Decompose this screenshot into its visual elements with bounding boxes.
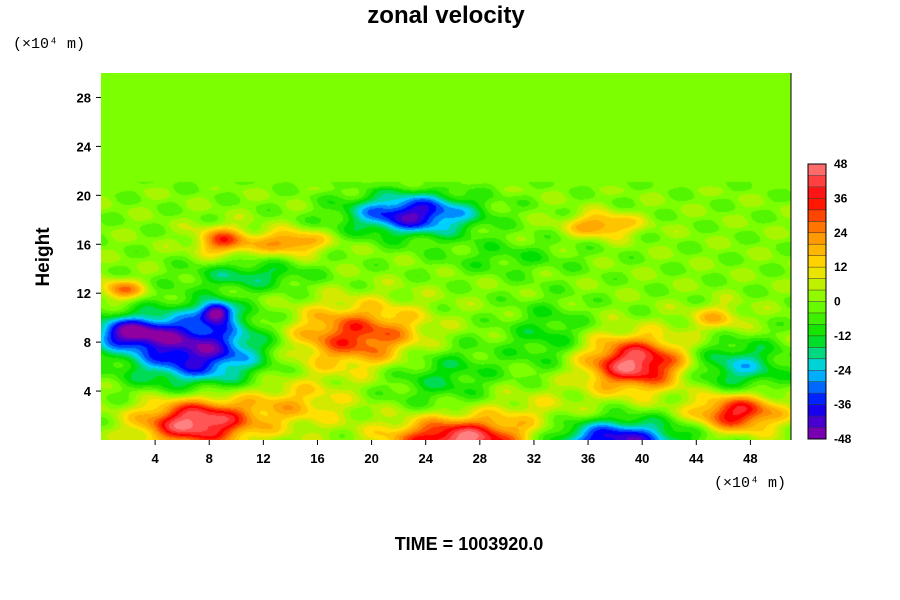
colorbar-tick-label: -36 [834,398,852,412]
colorbar-swatch [808,221,826,234]
colorbar-tick-label: -12 [834,329,852,343]
colorbar-swatch [808,278,826,291]
x-tick-label: 16 [310,451,324,466]
colorbar-swatch [808,244,826,257]
colorbar-swatch [808,427,826,440]
colorbar-swatch [808,347,826,360]
colorbar-swatch [808,164,826,176]
colorbar-tick-label: 48 [834,157,848,171]
colorbar-swatch [808,186,826,199]
colorbar-swatch [808,404,826,417]
y-tick-label: 20 [77,188,91,203]
x-tick-label: 28 [473,451,487,466]
colorbar-swatch [808,370,826,383]
y-axis-ticks: 4 8 12 16 20 24 28 [77,90,101,399]
x-tick-label: 32 [527,451,541,466]
x-tick-label: 12 [256,451,270,466]
x-axis-ticks: 4 8 12 16 20 24 28 32 36 40 44 48 [152,440,758,466]
colorbar-swatch [808,232,826,245]
y-tick-label: 16 [77,237,91,252]
y-axis-unit: (×10⁴ m) [13,36,85,53]
colorbar-swatch [808,255,826,268]
colorbar-swatch [808,335,826,348]
colorbar-swatch [808,358,826,371]
colorbar-swatch [808,381,826,394]
x-tick-label: 8 [206,451,213,466]
colorbar-swatch [808,209,826,222]
colorbar-swatch [808,393,826,406]
x-axis-unit: (×10⁴ m) [714,475,786,492]
chart-title: zonal velocity [367,2,525,29]
y-tick-label: 28 [77,90,91,105]
y-tick-label: 12 [77,286,91,301]
x-tick-label: 44 [689,451,704,466]
y-tick-label: 24 [77,139,92,154]
colorbar-swatch [808,324,826,337]
colorbar-swatch [808,290,826,302]
x-tick-label: 36 [581,451,595,466]
colorbar-swatch [808,198,826,211]
x-tick-label: 4 [152,451,160,466]
colorbar-tick-label: 24 [834,226,848,240]
colorbar: 48 36 24 12 0 -12 -24 -36 -48 [807,157,852,446]
colorbar-tick-label: -24 [834,363,852,377]
plot-area [101,73,792,440]
y-tick-label: 8 [84,335,91,350]
x-tick-label: 40 [635,451,649,466]
colorbar-tick-label: 36 [834,191,848,205]
velocity-field [101,73,791,440]
colorbar-swatch [808,267,826,279]
colorbar-swatch [808,175,826,188]
colorbar-swatch [808,416,826,428]
x-tick-label: 48 [743,451,757,466]
y-tick-label: 4 [84,384,92,399]
colorbar-frame [807,163,827,440]
colorbar-tick-label: -48 [834,432,852,446]
x-tick-label: 24 [418,451,433,466]
time-label: TIME = 1003920.0 [395,534,544,554]
x-tick-label: 20 [364,451,378,466]
colorbar-swatch [808,301,826,314]
colorbar-tick-label: 0 [834,295,841,309]
colorbar-tick-label: 12 [834,260,848,274]
colorbar-swatch [808,312,826,325]
y-axis-label: Height [33,227,54,287]
